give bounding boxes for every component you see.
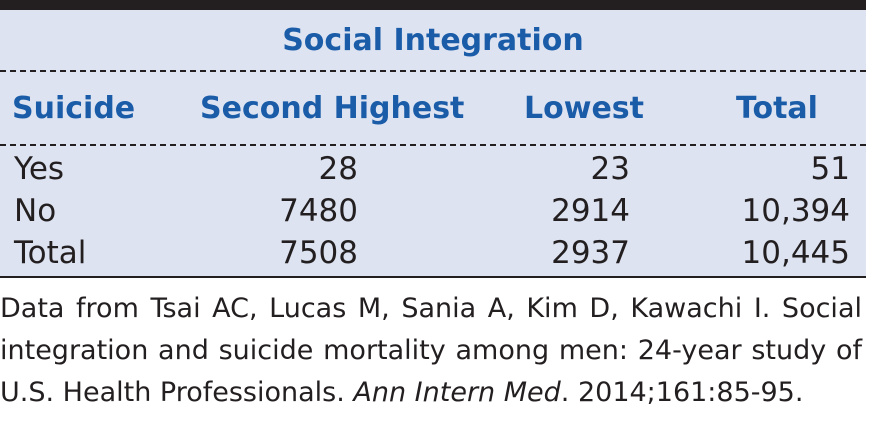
source-note: Data from Tsai AC, Lucas M, Sania A, Kim… xyxy=(0,288,862,414)
cell-lowest: 2937 xyxy=(551,235,630,271)
source-journal: Ann Intern Med xyxy=(353,377,561,408)
column-header-total: Total xyxy=(736,91,818,126)
bottom-rule xyxy=(0,276,866,278)
top-rule xyxy=(0,0,866,10)
group-header: Social Integration xyxy=(282,23,584,58)
cell-total: 51 xyxy=(810,151,850,187)
row-label: No xyxy=(14,193,57,229)
table-body: Yes 28 23 51 No 7480 2914 10,394 Total 7… xyxy=(0,148,866,274)
cell-second-highest: 7508 xyxy=(279,235,358,271)
column-header-divider xyxy=(0,144,866,146)
cell-second-highest: 7480 xyxy=(279,193,358,229)
cell-total: 10,394 xyxy=(741,193,850,229)
row-label: Yes xyxy=(14,151,65,187)
cell-lowest: 23 xyxy=(590,151,630,187)
table-row-total: Total 7508 2937 10,445 xyxy=(0,232,866,274)
table-row-yes: Yes 28 23 51 xyxy=(0,148,866,190)
header-divider xyxy=(0,70,866,72)
column-header-second-highest: Second Highest xyxy=(200,91,465,126)
cell-total: 10,445 xyxy=(741,235,850,271)
data-table: Social Integration Suicide Second Highes… xyxy=(0,10,866,276)
source-text: Data from Tsai AC, Lucas M, Sania A, Kim… xyxy=(0,293,862,408)
cell-lowest: 2914 xyxy=(551,193,630,229)
row-label: Total xyxy=(14,235,87,271)
column-header-row: Suicide Second Highest Lowest Total xyxy=(0,72,866,144)
column-header-suicide: Suicide xyxy=(12,91,136,126)
source-citation: . 2014;161:85-95. xyxy=(560,377,804,408)
cell-second-highest: 28 xyxy=(318,151,358,187)
column-header-lowest: Lowest xyxy=(524,91,644,126)
table-row-no: No 7480 2914 10,394 xyxy=(0,190,866,232)
